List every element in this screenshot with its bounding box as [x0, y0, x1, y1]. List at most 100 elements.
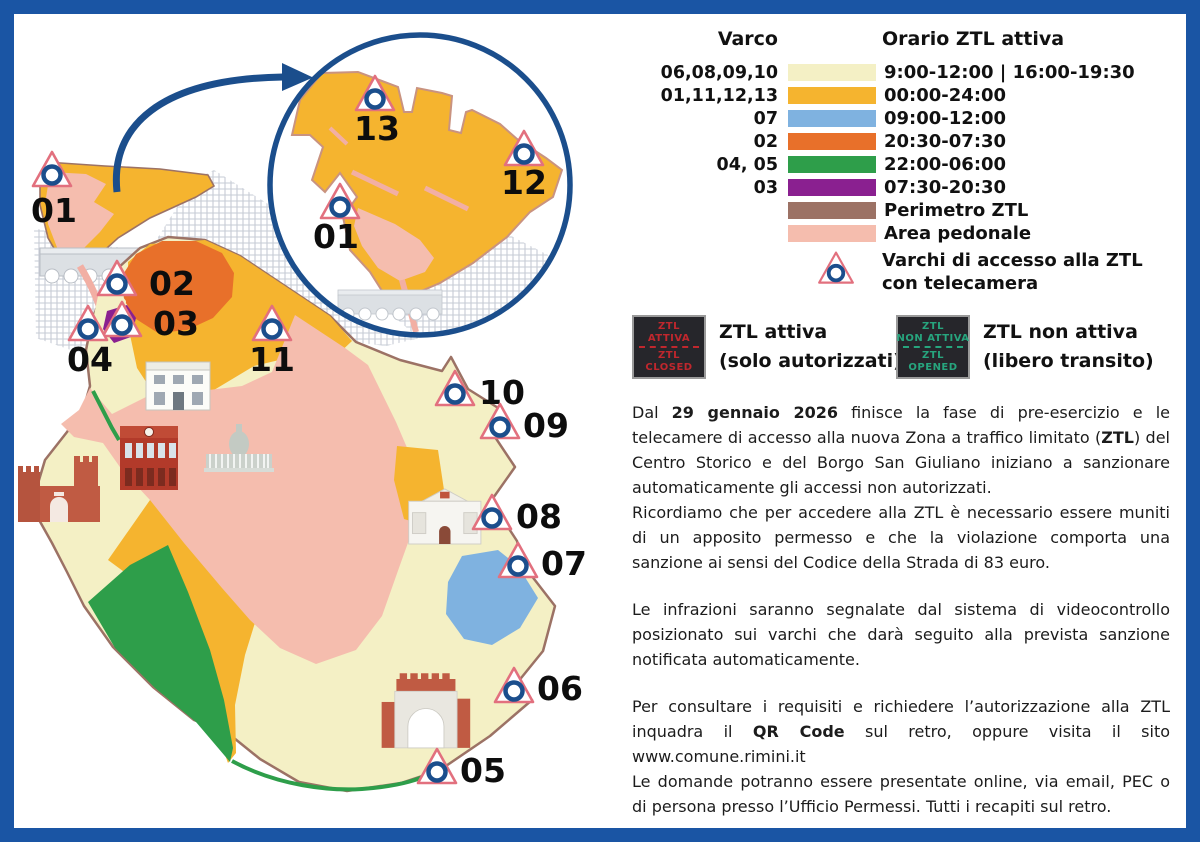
paragraph-4: Le domande potranno essere presentate on… — [632, 769, 1170, 819]
arco-di-augusto-illustration — [381, 673, 471, 749]
teatro-galli-illustration — [120, 426, 178, 490]
varco-marker-04 — [67, 304, 109, 342]
info-text: Dal 29 gennaio 2026 finisce la fase di p… — [632, 400, 1170, 819]
inset-street-2 — [350, 169, 400, 197]
legend-header: Varco Orario ZTL attiva — [632, 28, 1064, 50]
legend-varco-numbers: 06,08,09,10 — [660, 62, 778, 83]
varco-label-11: 11 — [249, 340, 295, 379]
legend-orario: 9:00-12:00 | 16:00-19:30 — [884, 62, 1135, 83]
text: ) del Centro Storico e del Borgo San Giu… — [632, 428, 1170, 497]
varco-marker-01 — [319, 182, 361, 220]
ztl-active-label-line2: (solo autorizzati) — [719, 350, 902, 372]
legend-row-3: 02 20:30-07:30 — [632, 130, 1135, 153]
varco-label-07: 07 — [541, 544, 587, 583]
camera-dot-icon — [261, 318, 283, 340]
legend-varchi-label: Varchi di accesso alla ZTL con telecamer… — [882, 249, 1143, 295]
varco-marker-08 — [471, 493, 513, 531]
sign-text: ZTL — [922, 350, 944, 361]
sign-text: OPENED — [908, 361, 958, 373]
varco-triangle-icon — [818, 251, 854, 284]
varco-label-09: 09 — [523, 406, 569, 445]
ztl-active-sign: ZTL ATTIVA ZTL CLOSED — [632, 315, 706, 379]
legend-varco-numbers: 03 — [753, 177, 778, 198]
green-route-west — [91, 390, 121, 442]
legend-varco-numbers: 01,11,12,13 — [660, 85, 778, 106]
legend-row-5: 03 07:30-20:30 — [632, 176, 1135, 199]
legend-varco-numbers: 02 — [753, 131, 778, 152]
varco-label-03: 03 — [153, 304, 199, 343]
legend-color-swatch — [788, 87, 876, 104]
legend-row-6: Perimetro ZTL — [632, 199, 1135, 222]
camera-dot-icon — [106, 273, 128, 295]
varco-label-01: 01 — [313, 217, 359, 256]
zone-orange-2030-0730 — [122, 241, 234, 333]
legend-varco-numbers: 04, 05 — [716, 154, 778, 175]
legend-col-varco: Varco — [717, 28, 778, 50]
legend-row-1: 01,11,12,13 00:00-24:00 — [632, 84, 1135, 107]
text-bold: QR Code — [752, 722, 845, 741]
legend-orario: 20:30-07:30 — [884, 131, 1007, 152]
legend-color-swatch — [788, 156, 876, 173]
varco-label-05: 05 — [460, 751, 506, 790]
varco-marker-05 — [416, 747, 458, 785]
legend-orario: 07:30-20:30 — [884, 177, 1007, 198]
camera-dot-icon — [41, 164, 63, 186]
zone-borgo-pedonale — [46, 172, 114, 260]
legend-varchi-line1: Varchi di accesso alla ZTL — [882, 250, 1143, 271]
camera-dot-icon — [111, 314, 133, 336]
ztl-inactive-sign-group: ZTL NON ATTIVA ZTL OPENED ZTL non attiva… — [896, 315, 1154, 379]
ztl-active-label: ZTL attiva (solo autorizzati) — [719, 318, 902, 376]
varco-label-13: 13 — [354, 109, 400, 148]
paragraph-2: Le infrazioni saranno segnalate dal sist… — [632, 597, 1170, 672]
varco-label-08: 08 — [516, 497, 562, 536]
varco-label-12: 12 — [501, 163, 547, 202]
camera-dot-icon — [444, 383, 466, 405]
legend-row-2: 07 09:00-12:00 — [632, 107, 1135, 130]
camera-dot-icon — [426, 761, 448, 783]
ztl-active-label-line1: ZTL attiva — [719, 321, 828, 343]
camera-dot-icon — [507, 555, 529, 577]
camera-dot-icon — [489, 416, 511, 438]
varco-label-04: 04 — [67, 340, 113, 379]
legend-color-swatch — [788, 133, 876, 150]
text: Le infrazioni saranno segnalate dal sist… — [632, 600, 1170, 669]
paragraph-3: Per consultare i requisiti e richiedere … — [632, 694, 1170, 769]
text: Per consultare i requisiti e richiedere … — [632, 697, 1170, 741]
legend-row-4: 04, 05 22:00-06:00 — [632, 153, 1135, 176]
camera-dot-icon — [481, 507, 503, 529]
ztl-inactive-sign: ZTL NON ATTIVA ZTL OPENED — [896, 315, 970, 379]
varco-marker-02 — [96, 259, 138, 297]
sign-text: CLOSED — [645, 361, 693, 373]
legend-row-7: Area pedonale — [632, 222, 1135, 245]
legend-varco-numbers: 07 — [753, 108, 778, 129]
camera-dot-icon — [329, 196, 351, 218]
paragraph-0: Dal 29 gennaio 2026 finisce la fase di p… — [632, 400, 1170, 500]
paragraph-1: Ricordiamo che per accedere alla ZTL è n… — [632, 500, 1170, 575]
legend-rows: 06,08,09,10 9:00-12:00 | 16:00-19:30 01,11… — [632, 61, 1135, 245]
sign-divider — [902, 346, 964, 348]
text: Ricordiamo che per accedere alla ZTL è n… — [632, 503, 1170, 572]
camera-dot-icon — [503, 680, 525, 702]
varco-marker-07 — [497, 541, 539, 579]
zone-green-2200-0600 — [88, 545, 233, 762]
inset-borgo-shape — [290, 70, 564, 302]
duomo-illustration — [204, 424, 274, 472]
varco-label-02: 02 — [149, 264, 195, 303]
varco-marker-09 — [479, 402, 521, 440]
legend-orario: 09:00-12:00 — [884, 108, 1007, 129]
legend-color-swatch — [788, 202, 876, 219]
inset-pedonale — [354, 208, 434, 281]
sign-text: ZTL — [658, 350, 680, 361]
camera-dot-icon — [77, 318, 99, 340]
varco-marker-10 — [434, 369, 476, 407]
legend-row-0: 06,08,09,10 9:00-12:00 | 16:00-19:30 — [632, 61, 1135, 84]
text-bold: 29 gennaio 2026 — [671, 403, 838, 422]
varco-label-01: 01 — [31, 191, 77, 230]
inset-street-3 — [328, 126, 349, 146]
sign-text: NON ATTIVA — [896, 332, 970, 344]
inset-gate-markers: 13 12 01 — [313, 74, 547, 256]
legend-color-swatch — [788, 110, 876, 127]
zoom-arrow — [112, 63, 313, 193]
